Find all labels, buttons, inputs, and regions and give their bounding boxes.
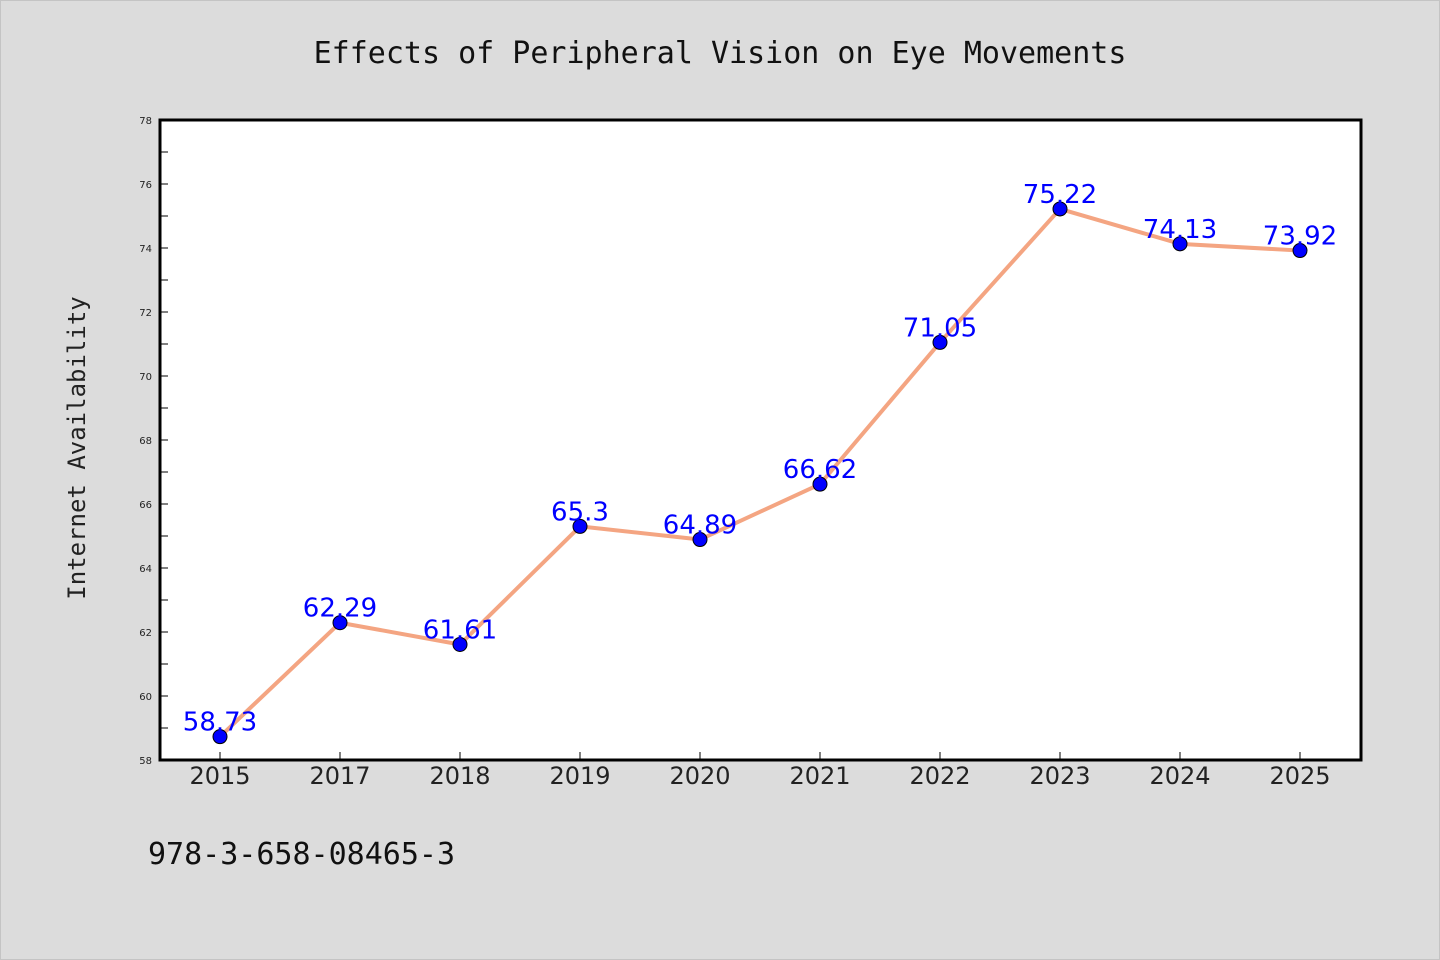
y-tick-label: 68 [139, 436, 152, 447]
data-point [1292, 243, 1308, 259]
y-tick-label: 60 [139, 692, 152, 703]
data-point [812, 476, 828, 492]
data-point [212, 729, 228, 745]
data-point [332, 615, 348, 631]
x-tick-label: 2022 [909, 762, 970, 790]
data-label: 75.22 [1023, 180, 1097, 210]
y-tick-label: 74 [139, 244, 152, 255]
y-tick-label: 78 [139, 116, 152, 127]
data-point [1172, 236, 1188, 252]
data-point [572, 518, 588, 534]
y-tick-label: 66 [139, 500, 152, 511]
data-point [932, 334, 948, 350]
plot-area [158, 118, 1363, 762]
x-tick-label: 2018 [429, 762, 490, 790]
data-label: 65.3 [551, 497, 609, 527]
x-tick-label: 2015 [189, 762, 250, 790]
data-label: 58.73 [183, 708, 257, 738]
data-label: 74.13 [1143, 215, 1217, 245]
y-axis-ticks: 58 60 62 64 66 68 70 72 74 76 78 [139, 116, 168, 767]
isbn-footer: 978-3-658-08465-3 [148, 837, 455, 872]
x-tick-label: 2017 [309, 762, 370, 790]
data-label: 61.61 [423, 615, 497, 645]
series-line-group [218, 206, 1301, 739]
y-tick-label: 62 [139, 628, 152, 639]
y-tick-label: 70 [139, 372, 152, 383]
y-axis-label: Internet Availability [63, 296, 91, 599]
data-label: 64.89 [663, 511, 737, 541]
x-axis-ticks: 2015 2017 2018 2019 2020 2021 2022 2023 2024 2025 [189, 752, 1331, 790]
x-tick-label: 2025 [1269, 762, 1330, 790]
data-point [1052, 201, 1068, 217]
x-tick-label: 2020 [669, 762, 730, 790]
data-label: 66.62 [783, 455, 857, 485]
x-tick-label: 2023 [1029, 762, 1090, 790]
data-label: 62.29 [303, 594, 377, 624]
y-tick-label: 58 [139, 756, 152, 767]
data-label: 73.92 [1263, 222, 1337, 252]
series-line [218, 206, 1301, 739]
series-points-group [212, 201, 1308, 745]
x-tick-label: 2024 [1149, 762, 1210, 790]
x-tick-label: 2019 [549, 762, 610, 790]
data-point [452, 636, 468, 652]
data-label: 71.05 [903, 313, 977, 343]
data-labels-group: 58.73 62.29 61.61 65.3 64.89 66.62 71.05 75.22 7… [183, 180, 1337, 738]
data-point [692, 532, 708, 548]
chart-title: Effects of Peripheral Vision on Eye Move… [314, 36, 1127, 71]
y-tick-label: 72 [139, 308, 152, 319]
y-tick-label: 64 [139, 564, 152, 575]
x-tick-label: 2021 [789, 762, 850, 790]
y-tick-label: 76 [139, 180, 152, 191]
